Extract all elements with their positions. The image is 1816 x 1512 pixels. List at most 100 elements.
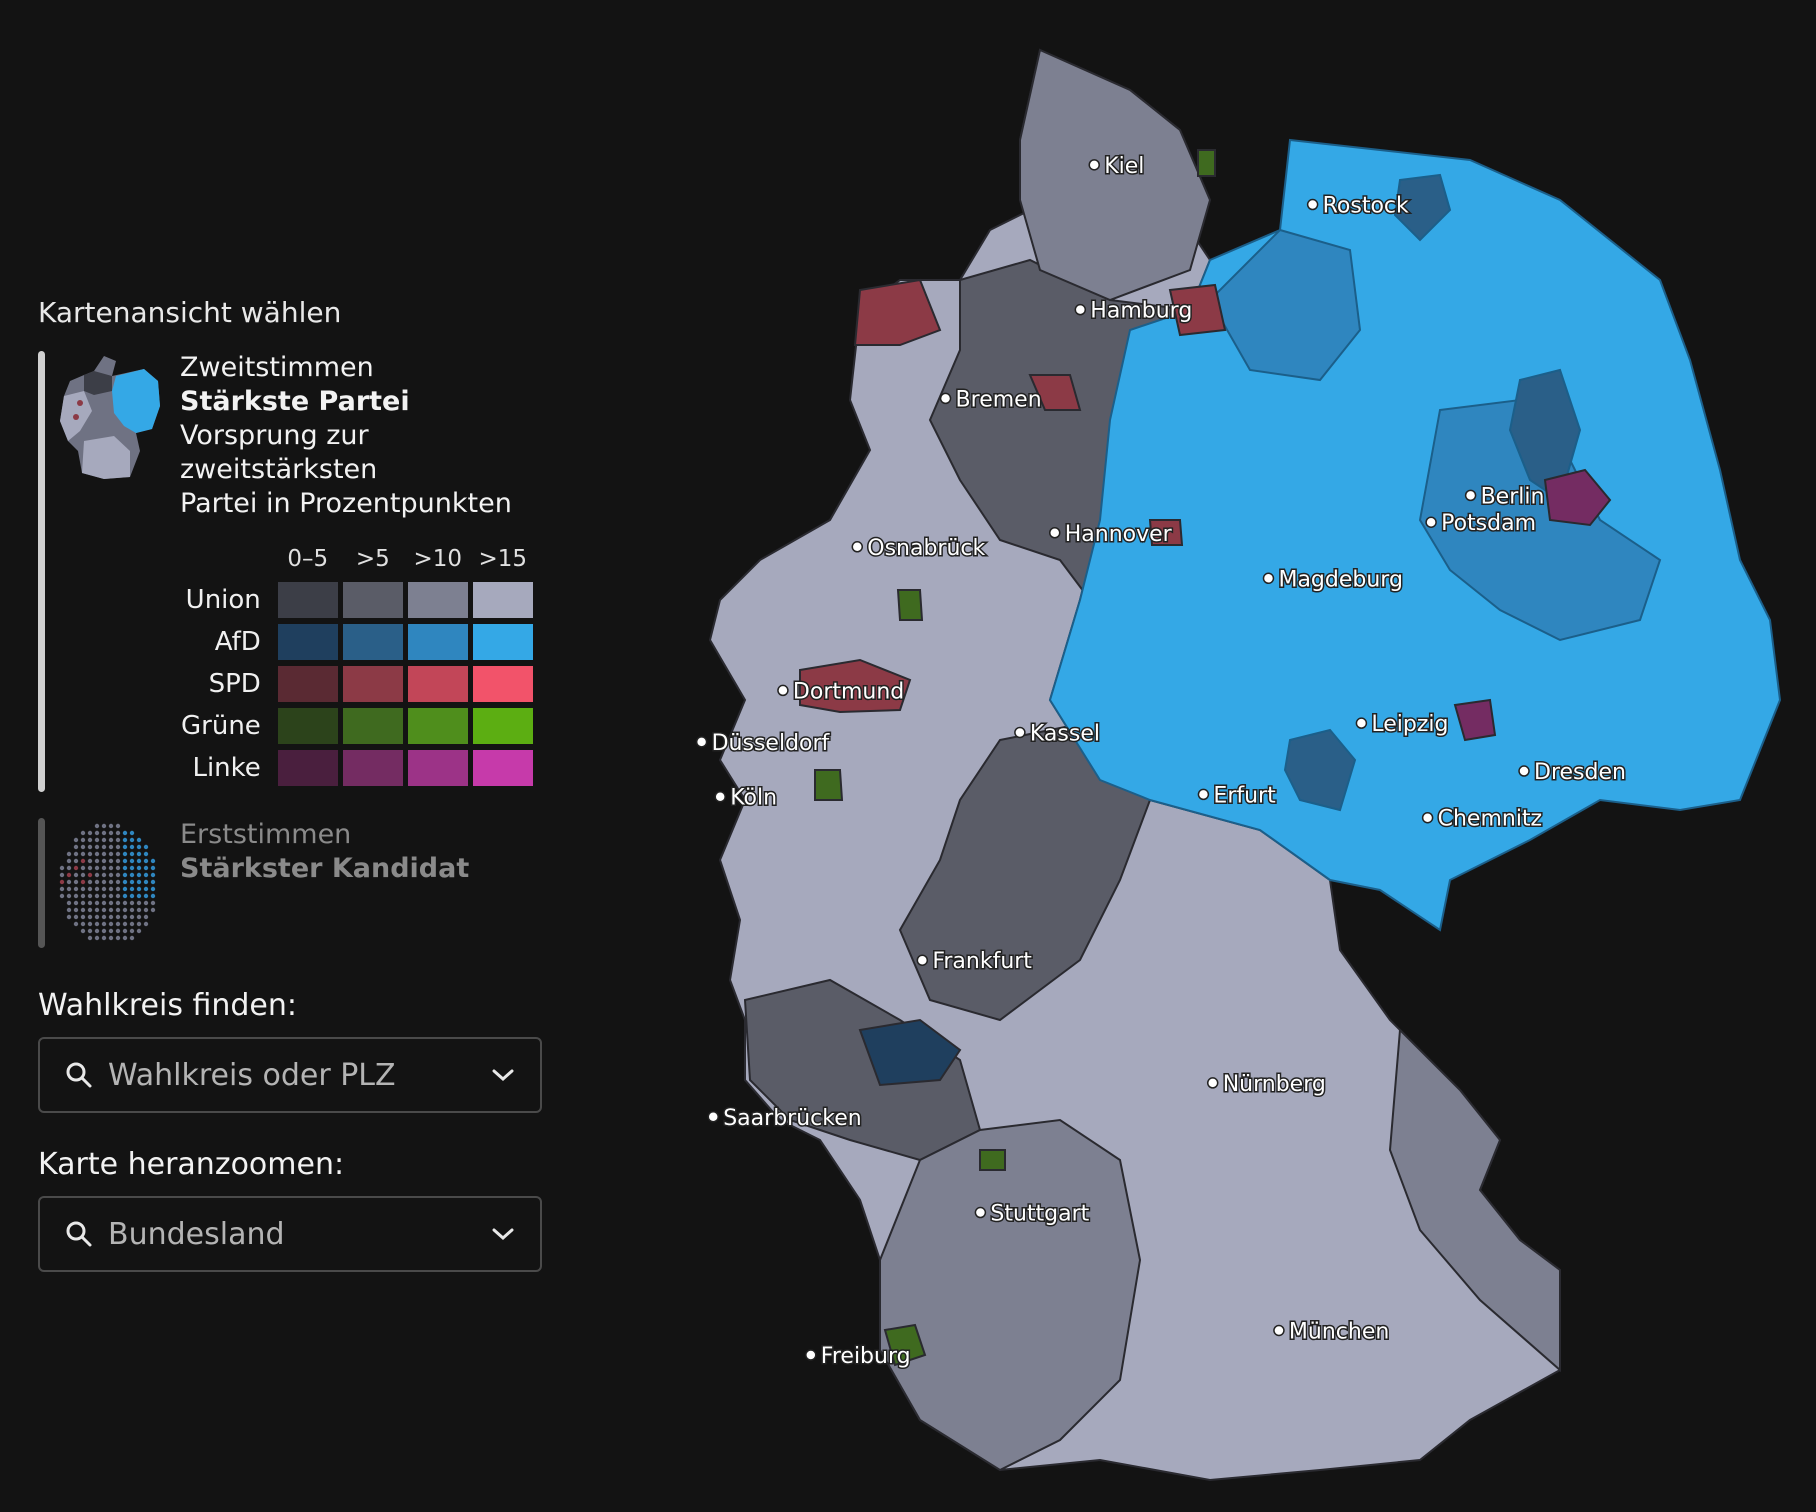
- city-marker[interactable]: [1306, 198, 1319, 211]
- thumbnail-dot: [101, 900, 107, 906]
- thumbnail-dot: [136, 865, 142, 871]
- thumbnail-dot: [122, 844, 128, 850]
- thumbnail-dot: [87, 886, 93, 892]
- city-marker[interactable]: [1048, 527, 1061, 539]
- city-marker[interactable]: [1273, 1324, 1285, 1337]
- thumbnail-dot: [143, 921, 149, 927]
- city-marker[interactable]: [714, 790, 726, 803]
- thumbnail-dot: [80, 872, 86, 878]
- city-marker[interactable]: [695, 736, 708, 748]
- thumbnail-dot: [87, 928, 93, 934]
- thumbnail-dot: [66, 886, 72, 892]
- region-east-bavaria[interactable]: [1388, 1027, 1561, 1373]
- thumbnail-dot: [115, 851, 121, 857]
- thumbnail-dot: [143, 893, 149, 899]
- thumbnail-dot: [108, 893, 114, 899]
- zoom-placeholder: Bundesland: [108, 1216, 285, 1252]
- inactive-indicator: [38, 818, 45, 948]
- thumbnail-dot: [115, 914, 121, 920]
- legend-column: 0–5: [287, 546, 329, 572]
- view-line1: Zweitstimmen: [180, 352, 374, 383]
- city-label: Leipzig: [1371, 712, 1448, 737]
- city-label: Freiburg: [821, 1344, 911, 1369]
- city-marker[interactable]: [1262, 572, 1275, 585]
- city-marker[interactable]: [1518, 765, 1530, 777]
- city-marker[interactable]: [707, 1111, 719, 1123]
- legend-row: SPD: [180, 666, 533, 702]
- legend-swatch: [342, 624, 403, 660]
- thumbnail-dot: [136, 851, 142, 857]
- thumbnail-dot: [115, 893, 121, 899]
- region-koeln-gruene[interactable]: [814, 769, 844, 801]
- thumbnail-dot: [108, 886, 114, 892]
- thumbnail-dot: [129, 830, 135, 836]
- city-marker[interactable]: [1421, 811, 1434, 824]
- thumbnail-dot: [80, 914, 86, 920]
- region-hannover-spd[interactable]: [1148, 519, 1184, 546]
- region-heidelberg-gruene[interactable]: [979, 1149, 1006, 1171]
- region-rostock[interactable]: [1393, 173, 1452, 242]
- city-marker[interactable]: [1206, 1077, 1219, 1089]
- city-label: Rostock: [1323, 194, 1409, 219]
- region-ostfriesland-spd[interactable]: [853, 278, 942, 346]
- thumbnail-dot: [150, 858, 156, 864]
- city-marker[interactable]: [974, 1206, 987, 1219]
- legend-row: Linke: [180, 750, 533, 786]
- city-label: Berlin: [1481, 484, 1545, 509]
- city-label: Dresden: [1534, 760, 1626, 785]
- thumbnail-dot: [80, 837, 86, 843]
- bundesland-zoom-select[interactable]: Bundesland: [38, 1196, 542, 1272]
- region-kiel-gruene[interactable]: [1197, 149, 1216, 177]
- thumbnail-dot: [129, 886, 135, 892]
- thumbnail-dot: [101, 844, 107, 850]
- thumbnail-dot: [143, 914, 149, 920]
- view-option-zweitstimmen[interactable]: Zweitstimmen Stärkste Partei Vorsprung z…: [38, 351, 558, 792]
- region-leipzig[interactable]: [1453, 698, 1497, 742]
- view-option-erststimmen[interactable]: Erststimmen Stärkster Kandidat: [38, 818, 558, 948]
- city-marker[interactable]: [805, 1349, 817, 1361]
- city-marker[interactable]: [1074, 303, 1087, 316]
- thumbnail-dot: [143, 844, 149, 850]
- region-ruhr-spd[interactable]: [799, 658, 912, 714]
- region-muenster-gruene[interactable]: [896, 589, 924, 621]
- thumbnail-dot: [94, 886, 100, 892]
- thumbnail-dot: [66, 851, 72, 857]
- region-hamburg-spd[interactable]: [1168, 283, 1227, 337]
- thumbnail-dot: [115, 858, 121, 864]
- city-marker[interactable]: [1464, 489, 1477, 502]
- thumbnail-dot: [94, 865, 100, 871]
- thumbnail-dot: [101, 872, 107, 878]
- region-berlin[interactable]: [1543, 468, 1612, 527]
- city-marker[interactable]: [1197, 788, 1210, 801]
- region-kaiserslautern-afd[interactable]: [858, 1018, 962, 1087]
- thumbnail-dot: [87, 872, 93, 878]
- city-marker[interactable]: [939, 392, 952, 405]
- region-bremen-spd[interactable]: [1028, 374, 1082, 411]
- city-marker[interactable]: [777, 684, 789, 697]
- city-marker[interactable]: [1088, 159, 1100, 171]
- thumbnail-dots-map-icon: [54, 818, 164, 948]
- region-erfurt[interactable]: [1283, 728, 1357, 812]
- thumbnail-dot: [129, 851, 135, 857]
- thumbnail-dot: [87, 858, 93, 864]
- city-marker[interactable]: [1425, 516, 1437, 528]
- thumbnail-dot: [150, 900, 156, 906]
- thumbnail-dot: [66, 914, 72, 920]
- city-marker[interactable]: [1355, 717, 1368, 729]
- wahlkreis-search-select[interactable]: Wahlkreis oder PLZ: [38, 1037, 542, 1113]
- region-schleswig-holstein[interactable]: [1019, 48, 1212, 302]
- thumbnail-dot: [108, 914, 114, 920]
- thumbnail-dot: [94, 823, 100, 829]
- region-freiburg-gruene[interactable]: [883, 1323, 927, 1367]
- city-label: Chemnitz: [1438, 807, 1543, 832]
- city-marker[interactable]: [851, 541, 864, 553]
- city-marker[interactable]: [916, 954, 929, 966]
- legend-party: Union: [185, 585, 261, 615]
- region-baden[interactable]: [879, 1118, 1142, 1472]
- thumbnail-dot: [73, 844, 79, 850]
- thumbnail-dot: [66, 858, 72, 864]
- city-marker[interactable]: [1014, 726, 1026, 739]
- thumbnail-dot: [87, 914, 93, 920]
- legend-row: Grüne: [180, 708, 533, 744]
